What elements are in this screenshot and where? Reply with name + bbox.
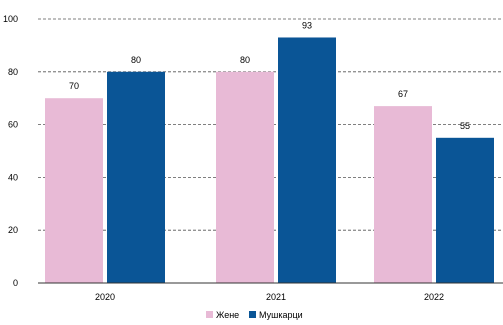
y-tick-label: 80	[8, 67, 18, 77]
x-tick-label: 2022	[424, 292, 444, 302]
data-label: 55	[460, 121, 470, 131]
legend-label: Жене	[216, 310, 239, 320]
legend: Жене Мушкарци	[206, 310, 303, 320]
data-label: 93	[302, 20, 312, 30]
bar	[436, 137, 494, 283]
data-label: 80	[240, 55, 250, 65]
x-tick-label: 2020	[95, 292, 115, 302]
data-label: 67	[398, 89, 408, 99]
legend-label: Мушкарци	[259, 310, 303, 320]
data-labels: 70 80 80 93 67 55	[69, 20, 470, 130]
axes: 0 20 40 60 80 100 2020 2021 2022	[3, 14, 503, 302]
bar	[107, 71, 165, 283]
y-tick-label: 40	[8, 172, 18, 182]
y-tick-label: 20	[8, 225, 18, 235]
legend-swatch	[249, 311, 256, 318]
y-tick-label: 60	[8, 120, 18, 130]
bar	[278, 37, 336, 284]
x-tick-label: 2021	[266, 292, 286, 302]
data-label: 70	[69, 81, 79, 91]
y-tick-label: 0	[13, 278, 18, 288]
bar	[374, 106, 432, 284]
bars	[45, 37, 494, 284]
data-label: 80	[131, 55, 141, 65]
legend-swatch	[206, 311, 213, 318]
y-tick-label: 100	[3, 14, 18, 24]
bar	[45, 98, 103, 283]
bar	[216, 71, 274, 283]
